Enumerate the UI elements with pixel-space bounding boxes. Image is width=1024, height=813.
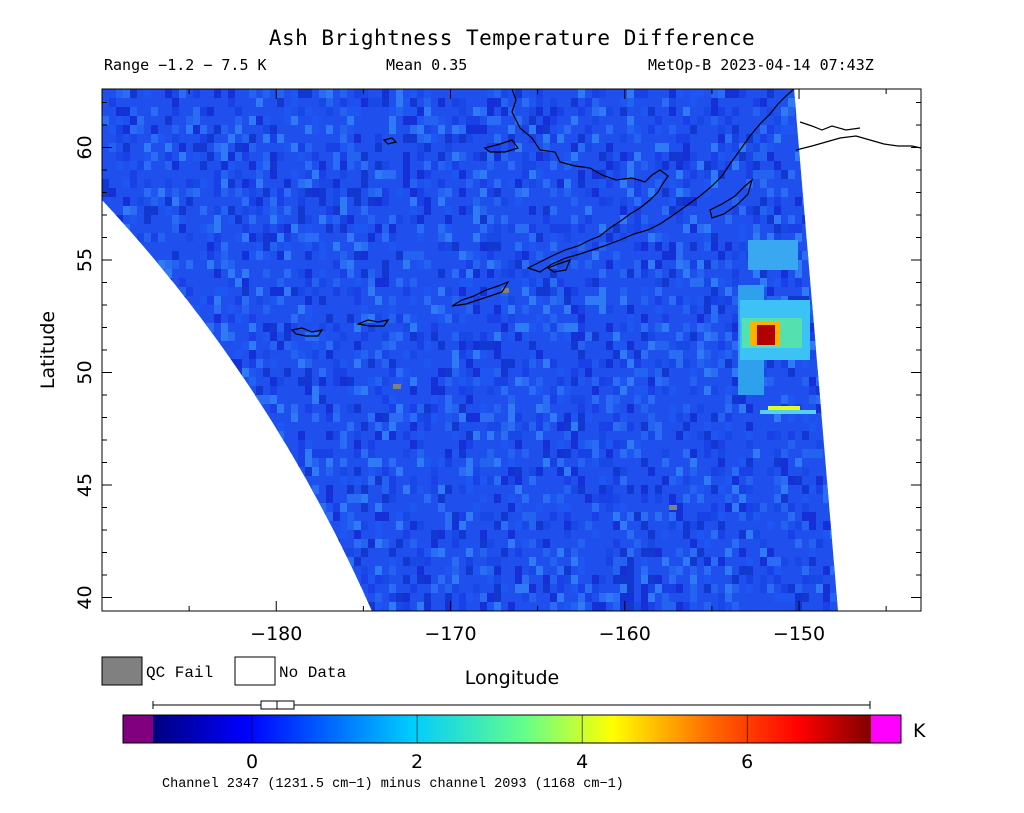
y-tick-label: 45 [74,473,96,497]
y-tick-label: 55 [74,248,96,272]
mean-label: Mean 0.35 [386,56,468,74]
y-tick-label: 50 [74,360,96,384]
qc-fail-label: QC Fail [146,664,213,682]
y-tick-label: 60 [74,135,96,159]
coastlines [290,89,921,337]
map-area [102,89,921,611]
x-axis-label: Longitude [465,667,560,689]
colorbar-overflow [871,715,901,743]
colorbar-caption: Channel 2347 (1231.5 cm−1) minus channel… [162,777,624,792]
colorbar-tick-label: 6 [741,751,753,773]
colorbar-unit: K [913,720,926,742]
qc-fail-swatch [101,656,143,686]
colorbar-tick-label: 2 [411,751,423,773]
colorbar-ticks: 0 2 4 6 [246,715,753,773]
colorbar-tick-label: 0 [246,751,258,773]
y-axis-label: Latitude [37,311,59,389]
qc-fail-pixel [669,505,677,510]
x-tick-label: −150 [773,623,825,645]
x-axis: −180 −170 −160 −150 [188,89,887,645]
data-swath [102,89,838,611]
x-tick-label: −180 [250,623,302,645]
ash-trail [768,406,800,411]
colorbar: 0 2 4 6 K [122,714,926,773]
qc-fail-pixel [502,288,509,293]
colorbar-frame [122,714,902,744]
x-tick-label: −160 [599,623,651,645]
colorbar-gradient [153,715,871,743]
qc-fail-pixel [393,384,401,389]
distribution-boxplot [152,700,871,710]
y-tick-label: 40 [74,585,96,609]
plot-title: Ash Brightness Temperature Difference [268,26,756,50]
satellite-time-label: MetOp-B 2023-04-14 07:43Z [648,56,874,74]
x-tick-label: −170 [424,623,476,645]
no-data-label: No Data [279,664,347,682]
ash-plume-north [748,240,798,270]
ash-trail-halo [760,410,816,414]
colorbar-underflow [123,715,153,743]
colorbar-tick-label: 4 [576,751,588,773]
y-axis: 40 45 50 55 60 [74,102,921,610]
ash-plume-peak [757,325,775,345]
range-label: Range −1.2 − 7.5 K [104,56,267,74]
no-data-swatch [234,656,276,686]
